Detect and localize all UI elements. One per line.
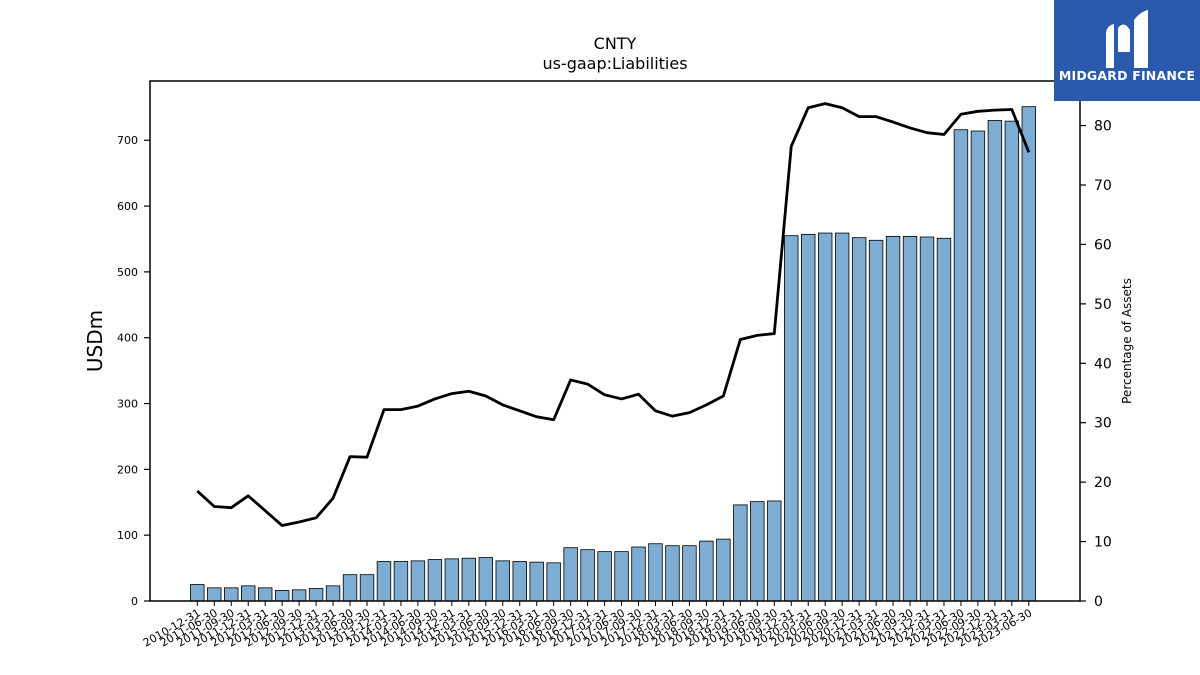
bar xyxy=(902,235,918,602)
bar xyxy=(512,561,527,602)
bar xyxy=(495,560,510,602)
bar xyxy=(919,236,935,602)
bar xyxy=(868,239,884,602)
y2-tick-label: 70 xyxy=(1094,178,1112,194)
bar xyxy=(546,562,561,602)
bar xyxy=(851,237,867,602)
bar xyxy=(733,504,748,602)
y2-tick-label: 30 xyxy=(1094,416,1112,432)
bar xyxy=(648,543,663,602)
brand-logo: MIDGARD FINANCE xyxy=(1054,0,1200,101)
bar xyxy=(207,587,222,602)
bar xyxy=(665,545,680,602)
bar xyxy=(325,585,341,602)
bar xyxy=(801,233,816,602)
bar xyxy=(716,538,731,602)
bar xyxy=(817,232,833,602)
bar xyxy=(987,120,1003,602)
y2-tick-label: 20 xyxy=(1094,475,1112,491)
bar xyxy=(461,557,477,602)
bar xyxy=(885,235,901,602)
bar xyxy=(750,501,765,602)
y2-tick-label: 50 xyxy=(1094,297,1112,313)
y-tick-label: 500 xyxy=(117,266,138,279)
bar xyxy=(478,557,493,602)
bar xyxy=(580,549,595,602)
logo-mark-icon xyxy=(1106,10,1148,68)
y-axis-label: USDm xyxy=(83,310,107,372)
y-tick-label: 0 xyxy=(131,595,138,608)
bar xyxy=(699,540,714,602)
bar xyxy=(631,546,646,602)
bar xyxy=(376,561,392,602)
y-tick-label: 100 xyxy=(117,529,138,542)
bar xyxy=(427,559,443,602)
bar xyxy=(410,560,426,602)
y2-tick-label: 60 xyxy=(1094,237,1112,253)
bar xyxy=(1004,120,1020,602)
plot-frame xyxy=(149,80,1081,602)
bar xyxy=(953,129,969,602)
bar xyxy=(597,551,612,602)
bar xyxy=(767,500,782,602)
bar xyxy=(834,232,850,602)
y-tick-label: 400 xyxy=(117,332,138,345)
bar xyxy=(1021,106,1037,602)
bar xyxy=(241,585,256,602)
bar xyxy=(190,584,205,602)
bar xyxy=(342,574,358,602)
y-tick-label: 700 xyxy=(117,134,138,147)
y2-tick-label: 0 xyxy=(1094,594,1103,610)
bar xyxy=(682,545,697,602)
bar xyxy=(359,574,375,602)
chart-title: CNTY xyxy=(594,34,637,53)
y-tick-label: 300 xyxy=(117,398,138,411)
bar xyxy=(529,561,544,602)
bar xyxy=(784,235,799,602)
bar xyxy=(970,130,986,602)
brand-name: MIDGARD FINANCE xyxy=(1058,68,1196,83)
y2-axis-label: Percentage of Assets xyxy=(1120,278,1134,404)
bar xyxy=(936,237,952,602)
bar xyxy=(224,587,239,602)
percentage-line xyxy=(196,102,1031,527)
y-tick-label: 600 xyxy=(117,200,138,213)
bar xyxy=(444,558,460,602)
bar xyxy=(614,551,629,602)
bar xyxy=(274,590,290,602)
chart-subtitle: us-gaap:Liabilities xyxy=(542,54,687,73)
y-tick-label: 200 xyxy=(117,463,138,476)
bar xyxy=(308,588,324,602)
bar xyxy=(291,589,307,602)
bar xyxy=(257,587,273,602)
y2-tick-label: 40 xyxy=(1094,356,1112,372)
bar xyxy=(563,547,578,602)
bar xyxy=(393,561,409,602)
y2-tick-label: 80 xyxy=(1094,119,1112,135)
y2-tick-label: 10 xyxy=(1094,535,1112,551)
